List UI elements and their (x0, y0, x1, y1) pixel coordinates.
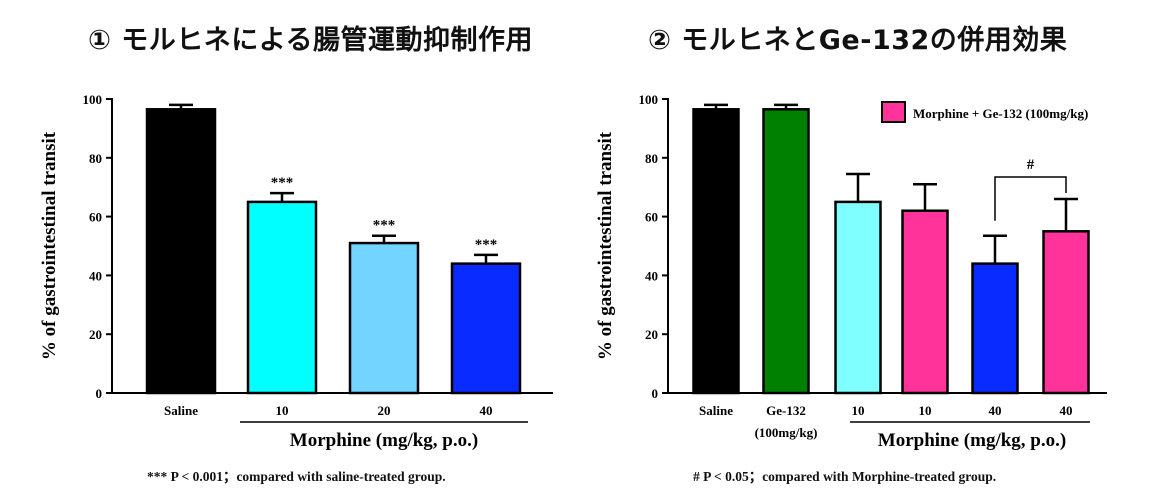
chart1-significance-label: *** (475, 237, 498, 253)
chart2-bar (762, 108, 810, 395)
chart2-y-tick-label: 60 (645, 210, 658, 225)
chart1-y-tick-label: 60 (89, 210, 102, 225)
chart2-title: ② モルヒネとGe-132の併用効果 (648, 25, 1068, 56)
chart2-y-tick-label: 20 (645, 327, 658, 342)
chart2-bar (971, 262, 1019, 395)
chart2-y-tick-label: 80 (645, 151, 658, 166)
chart1-y-tick-label: 20 (89, 327, 102, 342)
chart2-y-tick-label: 100 (639, 92, 659, 107)
chart2-y-tick-label: 0 (652, 386, 659, 401)
chart2-x-tick-label: 40 (989, 403, 1002, 418)
chart1-bar (348, 241, 420, 395)
chart2-bar (834, 200, 882, 395)
chart2-bar (901, 209, 949, 395)
chart1-y-tick-label: 0 (96, 386, 103, 401)
chart1-significance-label: *** (373, 218, 396, 234)
chart1-x-tick-label: 10 (276, 403, 289, 418)
chart1-group-label: Morphine (mg/kg, p.o.) (290, 430, 478, 451)
chart1-x-tick-label: 40 (480, 403, 493, 418)
chart2-footnote: # P < 0.05；compared with Morphine-treate… (693, 469, 997, 484)
chart1-y-tick-label: 40 (89, 268, 102, 283)
chart2-bar (692, 108, 740, 395)
chart1-title: ① モルヒネによる腸管運動抑制作用 (88, 25, 533, 56)
chart2-x-tick-label: 10 (919, 403, 932, 418)
chart2-x-tick-label: Ge-132 (766, 403, 806, 418)
chart1-footnote: *** P < 0.001；compared with saline-treat… (147, 469, 446, 484)
chart2-group-label: Morphine (mg/kg, p.o.) (878, 430, 1066, 451)
chart1-bar (246, 200, 318, 395)
chart1-y-axis-label: % of gastrointestinal transit (39, 131, 60, 360)
chart2-y-tick-label: 40 (645, 268, 658, 283)
chart1-y-tick-label: 100 (83, 92, 103, 107)
chart2-x-tick-label: 40 (1060, 403, 1073, 418)
chart1-bar (450, 262, 522, 395)
chart2-y-axis-label: % of gastrointestinal transit (595, 131, 616, 360)
chart1-x-tick-label: Saline (164, 403, 198, 418)
chart1-bar (145, 108, 217, 395)
chart2-significance-label: # (1027, 157, 1035, 173)
chart1-y-tick-label: 80 (89, 151, 102, 166)
chart1-significance-label: *** (271, 175, 294, 191)
chart1-x-tick-label: 20 (378, 403, 391, 418)
chart2-x-tick-sublabel: (100mg/kg) (755, 425, 818, 440)
chart2-legend-label: Morphine + Ge-132 (100mg/kg) (913, 106, 1088, 121)
chart2-significance-bracket (994, 176, 1067, 221)
chart2-bar (1042, 230, 1090, 395)
chart2-x-tick-label: Saline (699, 403, 733, 418)
chart2-x-tick-label: 10 (852, 403, 865, 418)
chart2-legend-swatch (881, 101, 906, 123)
